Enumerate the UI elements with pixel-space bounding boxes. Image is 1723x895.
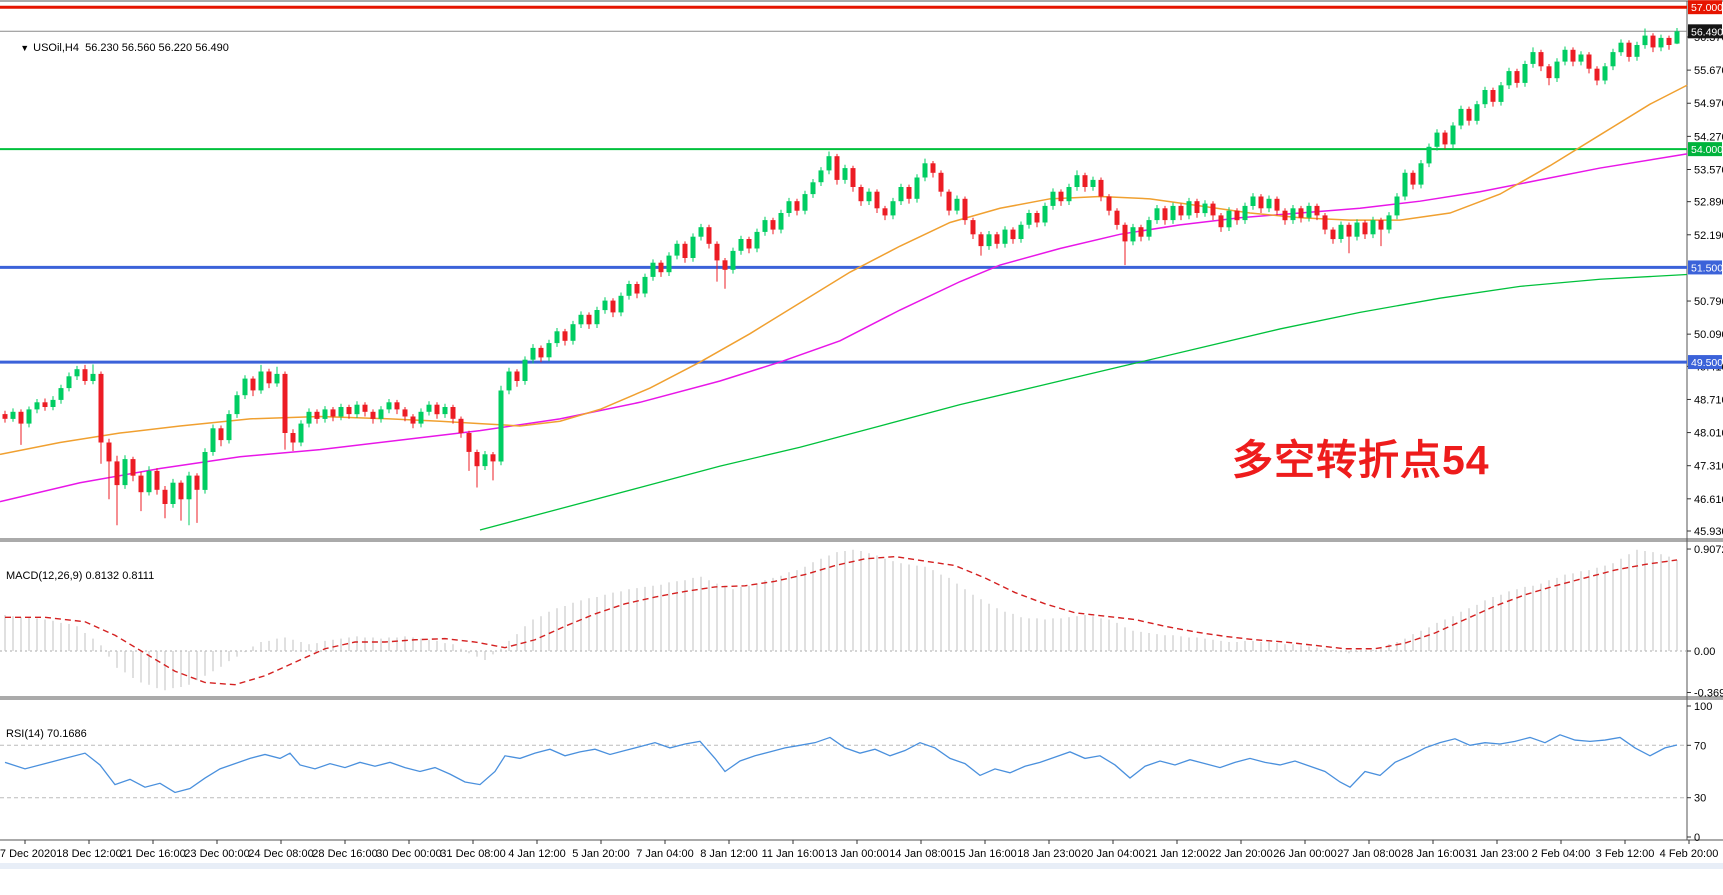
macd-indicator-label: MACD(12,26,9) 0.8132 0.8111 (6, 570, 155, 582)
time-axis-label: 4 Feb 20:00 (1660, 848, 1719, 860)
time-axis-label: 20 Jan 04:00 (1081, 848, 1145, 860)
time-axis-label: 18 Jan 23:00 (1017, 848, 1081, 860)
time-axis-label: 28 Dec 16:00 (312, 848, 377, 860)
chart-canvas[interactable]: 56.37055.67054.97054.27053.57052.89052.1… (0, 0, 1723, 869)
time-axis-label: 2 Feb 04:00 (1532, 848, 1591, 860)
symbol-marker-icon: ▼ (20, 43, 30, 53)
time-axis-label: 17 Dec 2020 (0, 848, 56, 860)
time-axis-label: 18 Dec 12:00 (56, 848, 121, 860)
price-badge: 51.500 (1691, 262, 1723, 274)
symbol-ohlc-text: USOil,H4 56.230 56.560 56.220 56.490 (33, 42, 229, 54)
time-axis-label: 24 Dec 08:00 (248, 848, 313, 860)
price-axis-label: 52.890 (1694, 197, 1723, 209)
chart-title: ▼ USOil,H4 56.230 56.560 56.220 56.490 (8, 30, 229, 66)
time-axis-label: 8 Jan 12:00 (700, 848, 758, 860)
time-axis-label: 11 Jan 16:00 (762, 848, 825, 860)
time-axis-label: 23 Dec 00:00 (184, 848, 249, 860)
macd-axis-label: 0.00 (1694, 646, 1715, 658)
rsi-axis-label: 30 (1694, 793, 1706, 805)
price-axis-label: 47.310 (1694, 461, 1723, 473)
rsi-axis-label: 70 (1694, 740, 1706, 752)
time-axis-label: 15 Jan 16:00 (953, 848, 1017, 860)
time-axis-label: 31 Jan 23:00 (1465, 848, 1529, 860)
price-axis-label: 50.090 (1694, 329, 1723, 341)
time-axis-label: 21 Jan 12:00 (1145, 848, 1209, 860)
price-axis-label: 50.790 (1694, 296, 1723, 308)
time-axis-label: 28 Jan 16:00 (1401, 848, 1465, 860)
price-axis-label: 45.930 (1694, 526, 1723, 538)
rsi-axis-label: 0 (1694, 832, 1700, 844)
macd-axis-label: 0.9072 (1694, 544, 1723, 556)
price-axis-label: 46.610 (1694, 494, 1723, 506)
time-axis-label: 13 Jan 00:00 (825, 848, 889, 860)
price-axis-label: 54.270 (1694, 131, 1723, 143)
price-badge: 49.500 (1691, 357, 1723, 369)
time-axis-label: 31 Dec 08:00 (440, 848, 505, 860)
time-axis-label: 14 Jan 08:00 (889, 848, 953, 860)
time-axis-label: 5 Jan 20:00 (572, 848, 630, 860)
price-axis-label: 52.190 (1694, 230, 1723, 242)
price-axis-label: 48.710 (1694, 394, 1723, 406)
rsi-value: 70.1686 (46, 728, 87, 740)
price-badge: 56.490 (1691, 26, 1723, 38)
price-axis-label: 54.970 (1694, 98, 1723, 110)
time-axis-label: 26 Jan 00:00 (1273, 848, 1337, 860)
price-badge: 57.000 (1691, 2, 1723, 14)
price-axis-label: 48.010 (1694, 428, 1723, 440)
time-axis-label: 7 Jan 04:00 (636, 848, 694, 860)
price-badge: 54.000 (1691, 144, 1723, 156)
macd-axis-label: -0.369 (1694, 687, 1723, 699)
rsi-axis-label: 100 (1694, 701, 1712, 713)
rsi-indicator-label: RSI(14) 70.1686 (6, 728, 87, 740)
time-axis-label: 27 Jan 08:00 (1337, 848, 1401, 860)
time-axis-label: 21 Dec 16:00 (120, 848, 185, 860)
candles (2, 28, 1680, 526)
macd-signal-value: 0.8111 (122, 570, 155, 582)
price-axis-label: 55.670 (1694, 65, 1723, 77)
time-axis-label: 30 Dec 00:00 (376, 848, 441, 860)
annotation-text: 多空转折点54 (1232, 437, 1490, 483)
macd-main-value: 0.8132 (85, 570, 120, 582)
time-axis-label: 4 Jan 12:00 (508, 848, 566, 860)
time-axis-label: 22 Jan 20:00 (1209, 848, 1273, 860)
time-axis-label: 3 Feb 12:00 (1596, 848, 1655, 860)
price-axis-label: 53.570 (1694, 164, 1723, 176)
